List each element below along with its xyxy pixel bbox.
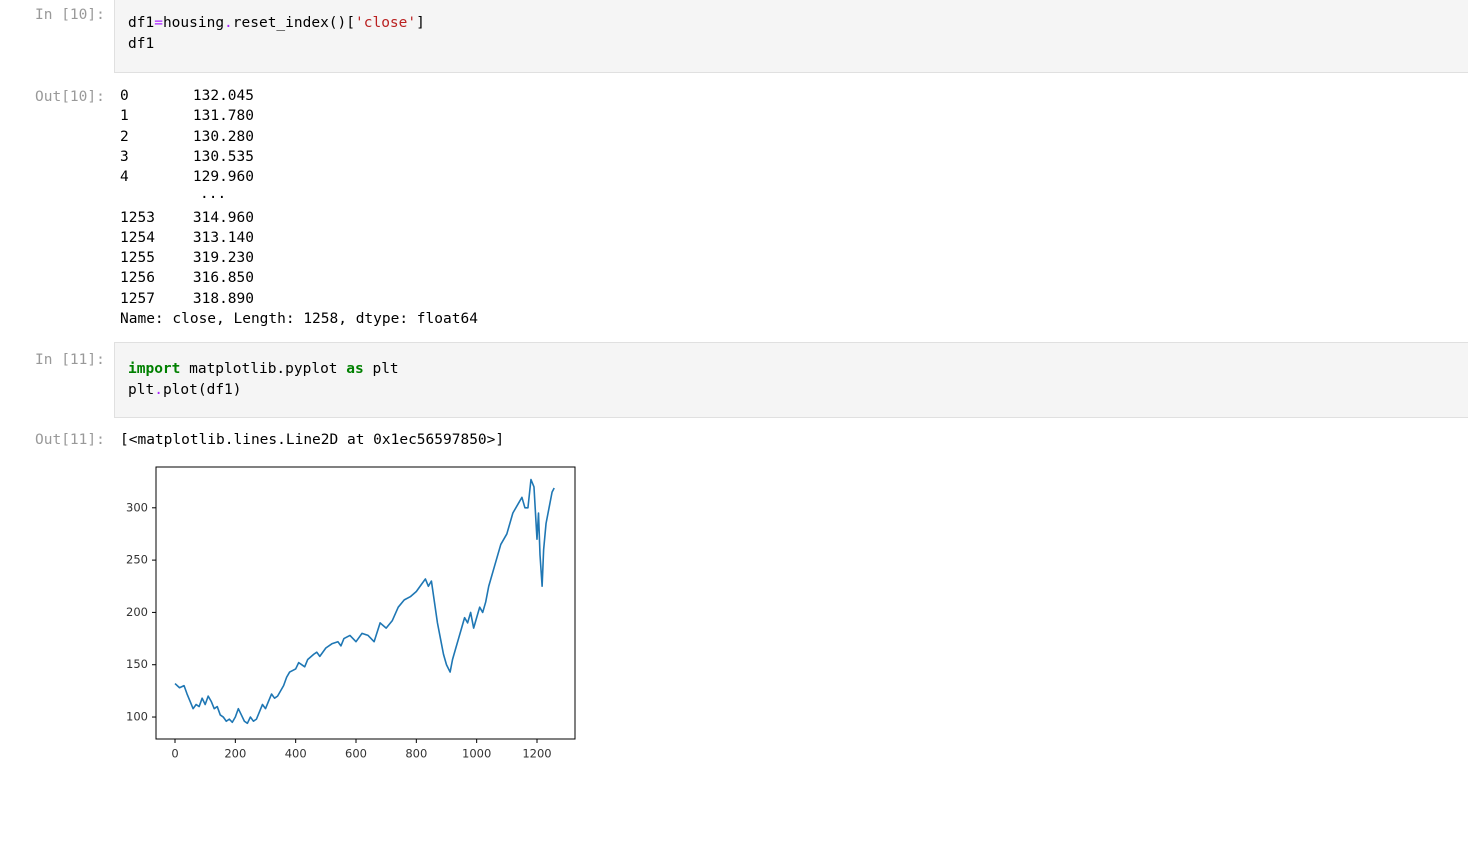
prompt: Out[10]: [35, 89, 105, 105]
code-token: df1 [128, 15, 155, 31]
chart: 100 150 200 250 300 0 200 400 600 800 1000 1200 [126, 466, 576, 761]
row-index: 1256 [120, 270, 155, 287]
code-token: ] [416, 15, 425, 31]
x-tick-label: 0 [171, 747, 178, 761]
x-tick-label: 800 [405, 747, 427, 761]
row-index: 1253 [120, 209, 155, 226]
code-line: import matplotlib.pyplot as plt [128, 359, 399, 379]
y-tick-label: 300 [126, 500, 148, 514]
row-value: 130.535 [192, 148, 254, 165]
prompt: In [11]: [35, 352, 105, 368]
row-value: 313.140 [192, 229, 254, 246]
prompt: In [10]: [35, 7, 105, 23]
code-line: df1 [128, 34, 154, 54]
row-value: 314.960 [192, 209, 254, 226]
x-tick-label: 400 [285, 747, 307, 761]
row-index: 1255 [120, 250, 155, 266]
row-index: 1257 [120, 290, 155, 307]
code-token: import [128, 361, 181, 377]
code-line: df1=housing.reset_index()['close'] [128, 13, 425, 33]
x-tick-label: 200 [224, 747, 246, 761]
code-line: plt.plot(df1) [128, 380, 242, 400]
x-tick-label: 1200 [522, 747, 551, 761]
y-tick-label: 150 [126, 657, 148, 671]
code-token: plt [128, 381, 155, 398]
code-token: plt [363, 361, 399, 377]
row-value: 130.280 [192, 128, 254, 145]
row-value: 132.045 [192, 88, 254, 104]
y-tick-label: 200 [126, 605, 148, 619]
row-value: 129.960 [192, 169, 254, 185]
output-footer: Name: close, Length: 1258, dtype: float6… [120, 311, 478, 327]
row-index: 3 [120, 148, 129, 165]
row-value: 316.850 [192, 270, 254, 287]
ellipsis: ... [200, 186, 227, 203]
y-tick-label: 100 [126, 710, 148, 724]
code-token: df1 [128, 35, 155, 52]
code-token: = [154, 15, 163, 31]
code-token: matplotlib.pyplot [180, 361, 347, 377]
code-token: reset_index()[ [232, 15, 355, 31]
row-index: 2 [120, 128, 129, 145]
row-value: 318.890 [192, 290, 254, 307]
input-area [114, 0, 1468, 73]
plot-frame [155, 466, 576, 740]
code-token: housing [162, 15, 225, 31]
row-value: 131.780 [192, 108, 254, 125]
row-index: 1 [120, 108, 129, 125]
x-tick-label: 1000 [462, 747, 491, 761]
row-index: 4 [120, 169, 129, 185]
row-index: 1254 [120, 229, 155, 246]
code-token: . [154, 381, 163, 398]
prompt: Out[11]: [35, 432, 105, 448]
row-index: 0 [120, 88, 129, 104]
code-token: 'close' [355, 15, 417, 31]
y-tick-label: 250 [126, 553, 148, 567]
row-value: 319.230 [192, 250, 254, 266]
data-line [174, 478, 555, 725]
output-text: [<matplotlib.lines.Line2D at 0x1ec565978… [120, 432, 505, 448]
input-area [114, 342, 1468, 418]
code-token: as [346, 361, 364, 377]
x-tick-label: 600 [345, 747, 367, 761]
code-token: . [224, 15, 233, 31]
code-token: plot(df1) [162, 381, 242, 398]
